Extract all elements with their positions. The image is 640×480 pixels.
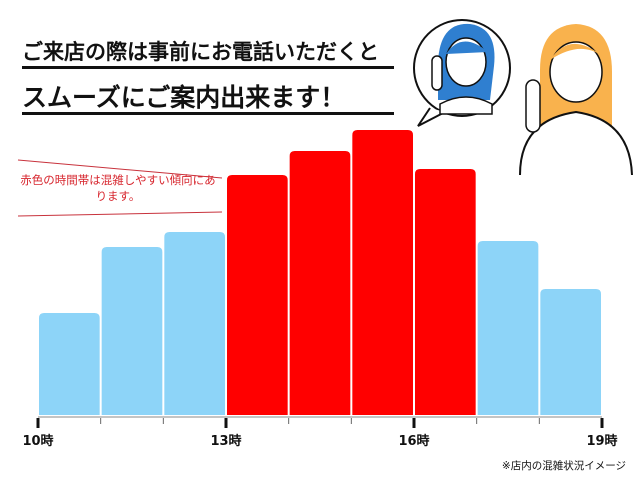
headline-underline bbox=[22, 66, 394, 69]
phone-call-illustration bbox=[413, 19, 633, 176]
headline-line-2: スムーズにご案内出来ます！ bbox=[22, 83, 346, 112]
bar-17-18 bbox=[477, 241, 539, 415]
bar-16-17 bbox=[415, 169, 476, 415]
bar-14-15 bbox=[289, 151, 351, 415]
footnote: ※店内の混雑状況イメージ bbox=[501, 460, 626, 472]
annotation-line-bottom bbox=[17, 211, 223, 217]
bar-12-13 bbox=[164, 232, 225, 415]
headline-underline bbox=[22, 112, 394, 115]
headline-line-1: ご来店の際は事前にお電話いただくと bbox=[22, 40, 379, 64]
x-tick-label: 10時 bbox=[22, 434, 54, 449]
bar-18-19 bbox=[540, 289, 601, 415]
x-tick-label: 13時 bbox=[210, 434, 242, 449]
x-tick-label: 19時 bbox=[586, 434, 618, 449]
busy-time-annotation: 赤色の時間帯は混雑しやすい傾向にあります。 bbox=[20, 173, 216, 203]
bar-15-16 bbox=[352, 130, 413, 415]
bar-11-12 bbox=[101, 247, 163, 415]
x-tick-label: 16時 bbox=[398, 434, 430, 449]
bar-10-11 bbox=[39, 313, 100, 415]
bar-13-14 bbox=[227, 175, 288, 415]
annotation-line-top bbox=[17, 159, 223, 179]
